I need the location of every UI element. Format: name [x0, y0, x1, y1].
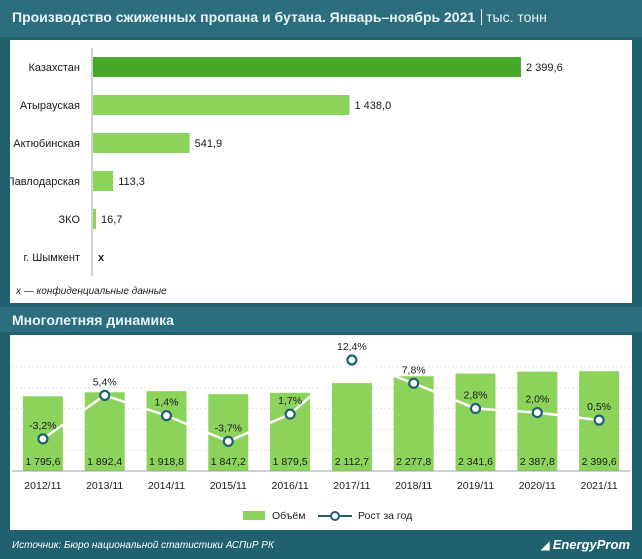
- x-tick-label: 2014/11: [148, 480, 185, 492]
- growth-point: [408, 377, 420, 389]
- growth-label: 2,8%: [464, 390, 488, 402]
- growth-point: [469, 402, 482, 415]
- source-note: Источник: Бюро национальной статистики А…: [12, 540, 274, 551]
- bar: [93, 171, 114, 191]
- value-label: x: [98, 252, 105, 264]
- volume-bar: [146, 391, 187, 471]
- chart-title-text: Производство сжиженных пропана и бутана.…: [12, 9, 476, 25]
- value-label: 16,7: [101, 214, 122, 226]
- x-tick-label: 2015/11: [210, 480, 247, 492]
- value-label: 1 438,0: [354, 100, 391, 112]
- category-label: Казахстан: [28, 62, 80, 74]
- growth-label: 1,7%: [278, 395, 302, 407]
- dynamics-title: Многолетняя динамика: [12, 312, 174, 328]
- category-label: г. Шымкент: [24, 252, 81, 264]
- brand-logo: ◢ EnergyProm: [540, 537, 630, 552]
- growth-label: 7,8%: [402, 364, 426, 376]
- volume-label: 1 847,2: [211, 456, 246, 468]
- category-label: ЗКО: [59, 214, 81, 226]
- growth-label: 5,4%: [93, 376, 117, 388]
- value-label: 2 399,6: [526, 62, 563, 74]
- x-tick-label: 2018/11: [395, 480, 432, 492]
- volume-bar: [270, 392, 311, 471]
- bar: [93, 95, 350, 115]
- volume-label: 1 879,5: [273, 456, 308, 468]
- x-tick-label: 2020/11: [519, 480, 556, 492]
- confidential-note: x — конфиденциальные данные: [15, 285, 167, 297]
- bar: [93, 209, 96, 229]
- growth-point: [160, 410, 173, 422]
- x-tick-label: 2012/11: [24, 480, 61, 492]
- value-label: 113,3: [118, 176, 145, 188]
- regional-bar-chart: Казахстан 2 399,6 Атырауская 1 438,0 Актюбин…: [10, 48, 563, 297]
- legend-volume-swatch: [243, 511, 265, 520]
- growth-label: 12,4%: [337, 341, 367, 353]
- growth-point: [37, 433, 49, 445]
- regional-chart-panel: Казахстан 2 399,6 Атырауская 1 438,0 Актюбин…: [10, 40, 632, 303]
- volume-label: 1 795,6: [25, 456, 60, 468]
- volume-label: 1 892,4: [87, 456, 122, 468]
- growth-label: 1,4%: [155, 397, 179, 409]
- growth-label: -3,7%: [215, 422, 242, 434]
- growth-line: [42, 358, 600, 443]
- x-tick-label: 2016/11: [272, 480, 309, 492]
- volume-bar: [208, 394, 249, 471]
- dynamics-section-header: Многолетняя динамика: [0, 307, 642, 332]
- category-label: Атырауская: [20, 100, 80, 112]
- volume-bar: [331, 383, 372, 471]
- value-label: 541,9: [195, 138, 223, 150]
- dynamics-combo-chart: 1 795,6 2012/11 1 892,4 2013/11 1 918,8 2014/…: [12, 341, 630, 522]
- legend-growth-marker: [330, 511, 340, 521]
- growth-label: -3,2%: [29, 420, 56, 432]
- chart-title: Производство сжиженных пропана и бутана.…: [12, 9, 547, 25]
- volume-label: 2 341,6: [458, 456, 493, 468]
- volume-bar: [517, 371, 558, 471]
- brand-name: EnergyProm: [552, 537, 630, 552]
- volume-label: 2 387,8: [520, 456, 555, 468]
- volume-label: 2 277,8: [396, 456, 431, 468]
- unit-label: тыс. тонн: [486, 9, 547, 25]
- volume-label: 2 112,7: [335, 456, 369, 468]
- energyprom-logo-icon: ◢: [540, 538, 550, 552]
- volume-bar: [455, 373, 496, 471]
- x-tick-label: 2019/11: [457, 480, 494, 492]
- growth-label: 0,5%: [587, 401, 611, 413]
- category-label: Павлодарская: [10, 176, 80, 188]
- footer: Источник: Бюро национальной статистики А…: [0, 533, 642, 559]
- dynamics-chart-panel: 1 795,6 2012/11 1 892,4 2013/11 1 918,8 2014/…: [10, 335, 632, 530]
- growth-point: [222, 435, 234, 447]
- x-tick-label: 2021/11: [581, 480, 618, 492]
- growth-point: [99, 389, 111, 402]
- bar: [93, 57, 521, 77]
- volume-label: 2 399,6: [582, 456, 617, 468]
- legend-growth-label: Рост за год: [358, 510, 412, 522]
- growth-point: [531, 406, 543, 419]
- growth-label: 2,0%: [525, 394, 549, 406]
- x-tick-label: 2017/11: [333, 480, 370, 492]
- title-separator: [481, 9, 483, 25]
- chart-header: Производство сжиженных пропана и бутана.…: [0, 0, 642, 37]
- legend-volume-label: Объём: [272, 510, 305, 522]
- category-label: Актюбинская: [13, 138, 80, 150]
- growth-point: [284, 408, 296, 420]
- growth-point: [346, 354, 358, 366]
- bar: [93, 133, 190, 153]
- volume-label: 1 918,8: [149, 456, 184, 468]
- growth-point: [593, 414, 605, 426]
- x-tick-label: 2013/11: [86, 480, 123, 492]
- volume-bar: [393, 376, 434, 471]
